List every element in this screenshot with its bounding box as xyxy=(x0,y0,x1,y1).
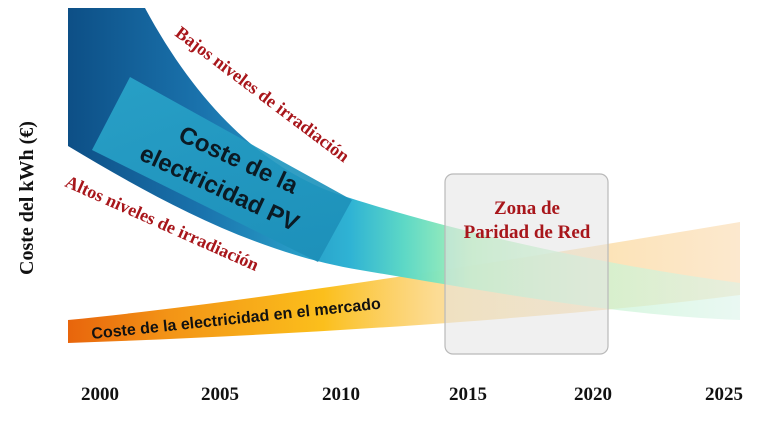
x-tick-2025: 2025 xyxy=(705,384,743,405)
x-tick-2000: 2000 xyxy=(81,384,119,405)
x-tick-2010: 2010 xyxy=(322,384,360,405)
grid-parity-zone xyxy=(444,173,609,355)
zone-label-line2: Paridad de Red xyxy=(464,222,591,243)
x-tick-2005: 2005 xyxy=(201,384,239,405)
x-axis: 2000 2005 2010 2015 2020 2025 xyxy=(81,384,743,405)
zone-label-line1: Zona de xyxy=(494,198,560,219)
x-tick-2015: 2015 xyxy=(449,384,487,405)
x-tick-2020: 2020 xyxy=(574,384,612,405)
pv-cost-highlight-box xyxy=(92,77,352,262)
y-axis-label: Coste del kWh (€) xyxy=(16,121,38,275)
